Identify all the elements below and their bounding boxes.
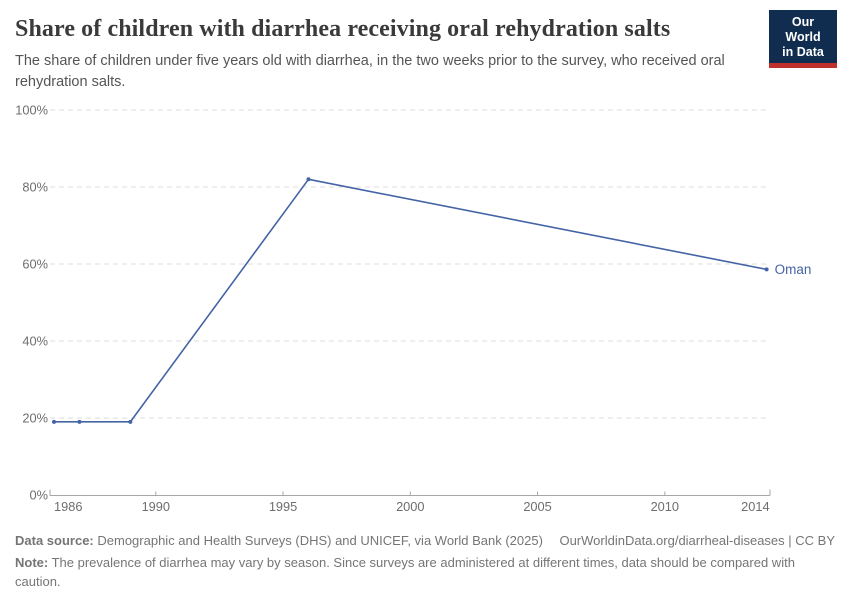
footer-note-label: Note:: [15, 554, 49, 570]
owid-logo-line1: Our World: [785, 15, 821, 44]
y-tick-label: 60%: [22, 256, 48, 271]
x-tick-label: 2000: [396, 499, 424, 514]
data-source: Data source: Demographic and Health Surv…: [15, 531, 543, 551]
footer-note-text: The prevalence of diarrhea may vary by s…: [15, 554, 795, 590]
data-point[interactable]: [128, 419, 133, 424]
x-tick-label: 2014: [741, 499, 769, 514]
chart-footer: Data source: Demographic and Health Surv…: [15, 531, 835, 592]
data-point[interactable]: [52, 419, 56, 424]
y-tick-label: 100%: [15, 102, 48, 117]
source-row: Data source: Demographic and Health Surv…: [15, 531, 835, 551]
trend-line[interactable]: [53, 178, 768, 423]
page-title: Share of children with diarrhea receivin…: [15, 16, 671, 42]
y-tick-label: 40%: [22, 333, 48, 348]
data-point[interactable]: [77, 419, 82, 424]
x-tick-label: 2010: [651, 499, 679, 514]
owid-logo-line2: in Data: [782, 44, 824, 59]
entity-label: Oman: [775, 262, 812, 277]
line-chart-plot[interactable]: 0% 20% 40% 60% 80% 100% 1986 1990 1995 2000 2005 20…: [0, 100, 850, 520]
data-source-text: Demographic and Health Surveys (DHS) and…: [97, 533, 543, 548]
x-tick-label: 1995: [269, 499, 297, 514]
footer-note: Note: The prevalence of diarrhea may var…: [15, 553, 835, 592]
data-source-label: Data source:: [15, 533, 94, 548]
data-point[interactable]: [764, 267, 769, 272]
x-tick-label: 1986: [54, 499, 82, 514]
chart-subtitle: The share of children under five years o…: [15, 53, 725, 90]
y-tick-label: 20%: [22, 410, 48, 425]
y-tick-label: 80%: [22, 179, 48, 194]
owid-logo[interactable]: Our World in Data: [769, 10, 837, 69]
x-tick-label: 1990: [142, 499, 170, 514]
x-tick-label: 2005: [523, 499, 551, 514]
y-tick-label: 0%: [30, 487, 49, 502]
footer-link[interactable]: OurWorldinData.org/diarrheal-diseases | …: [559, 533, 835, 548]
data-point[interactable]: [306, 177, 311, 182]
